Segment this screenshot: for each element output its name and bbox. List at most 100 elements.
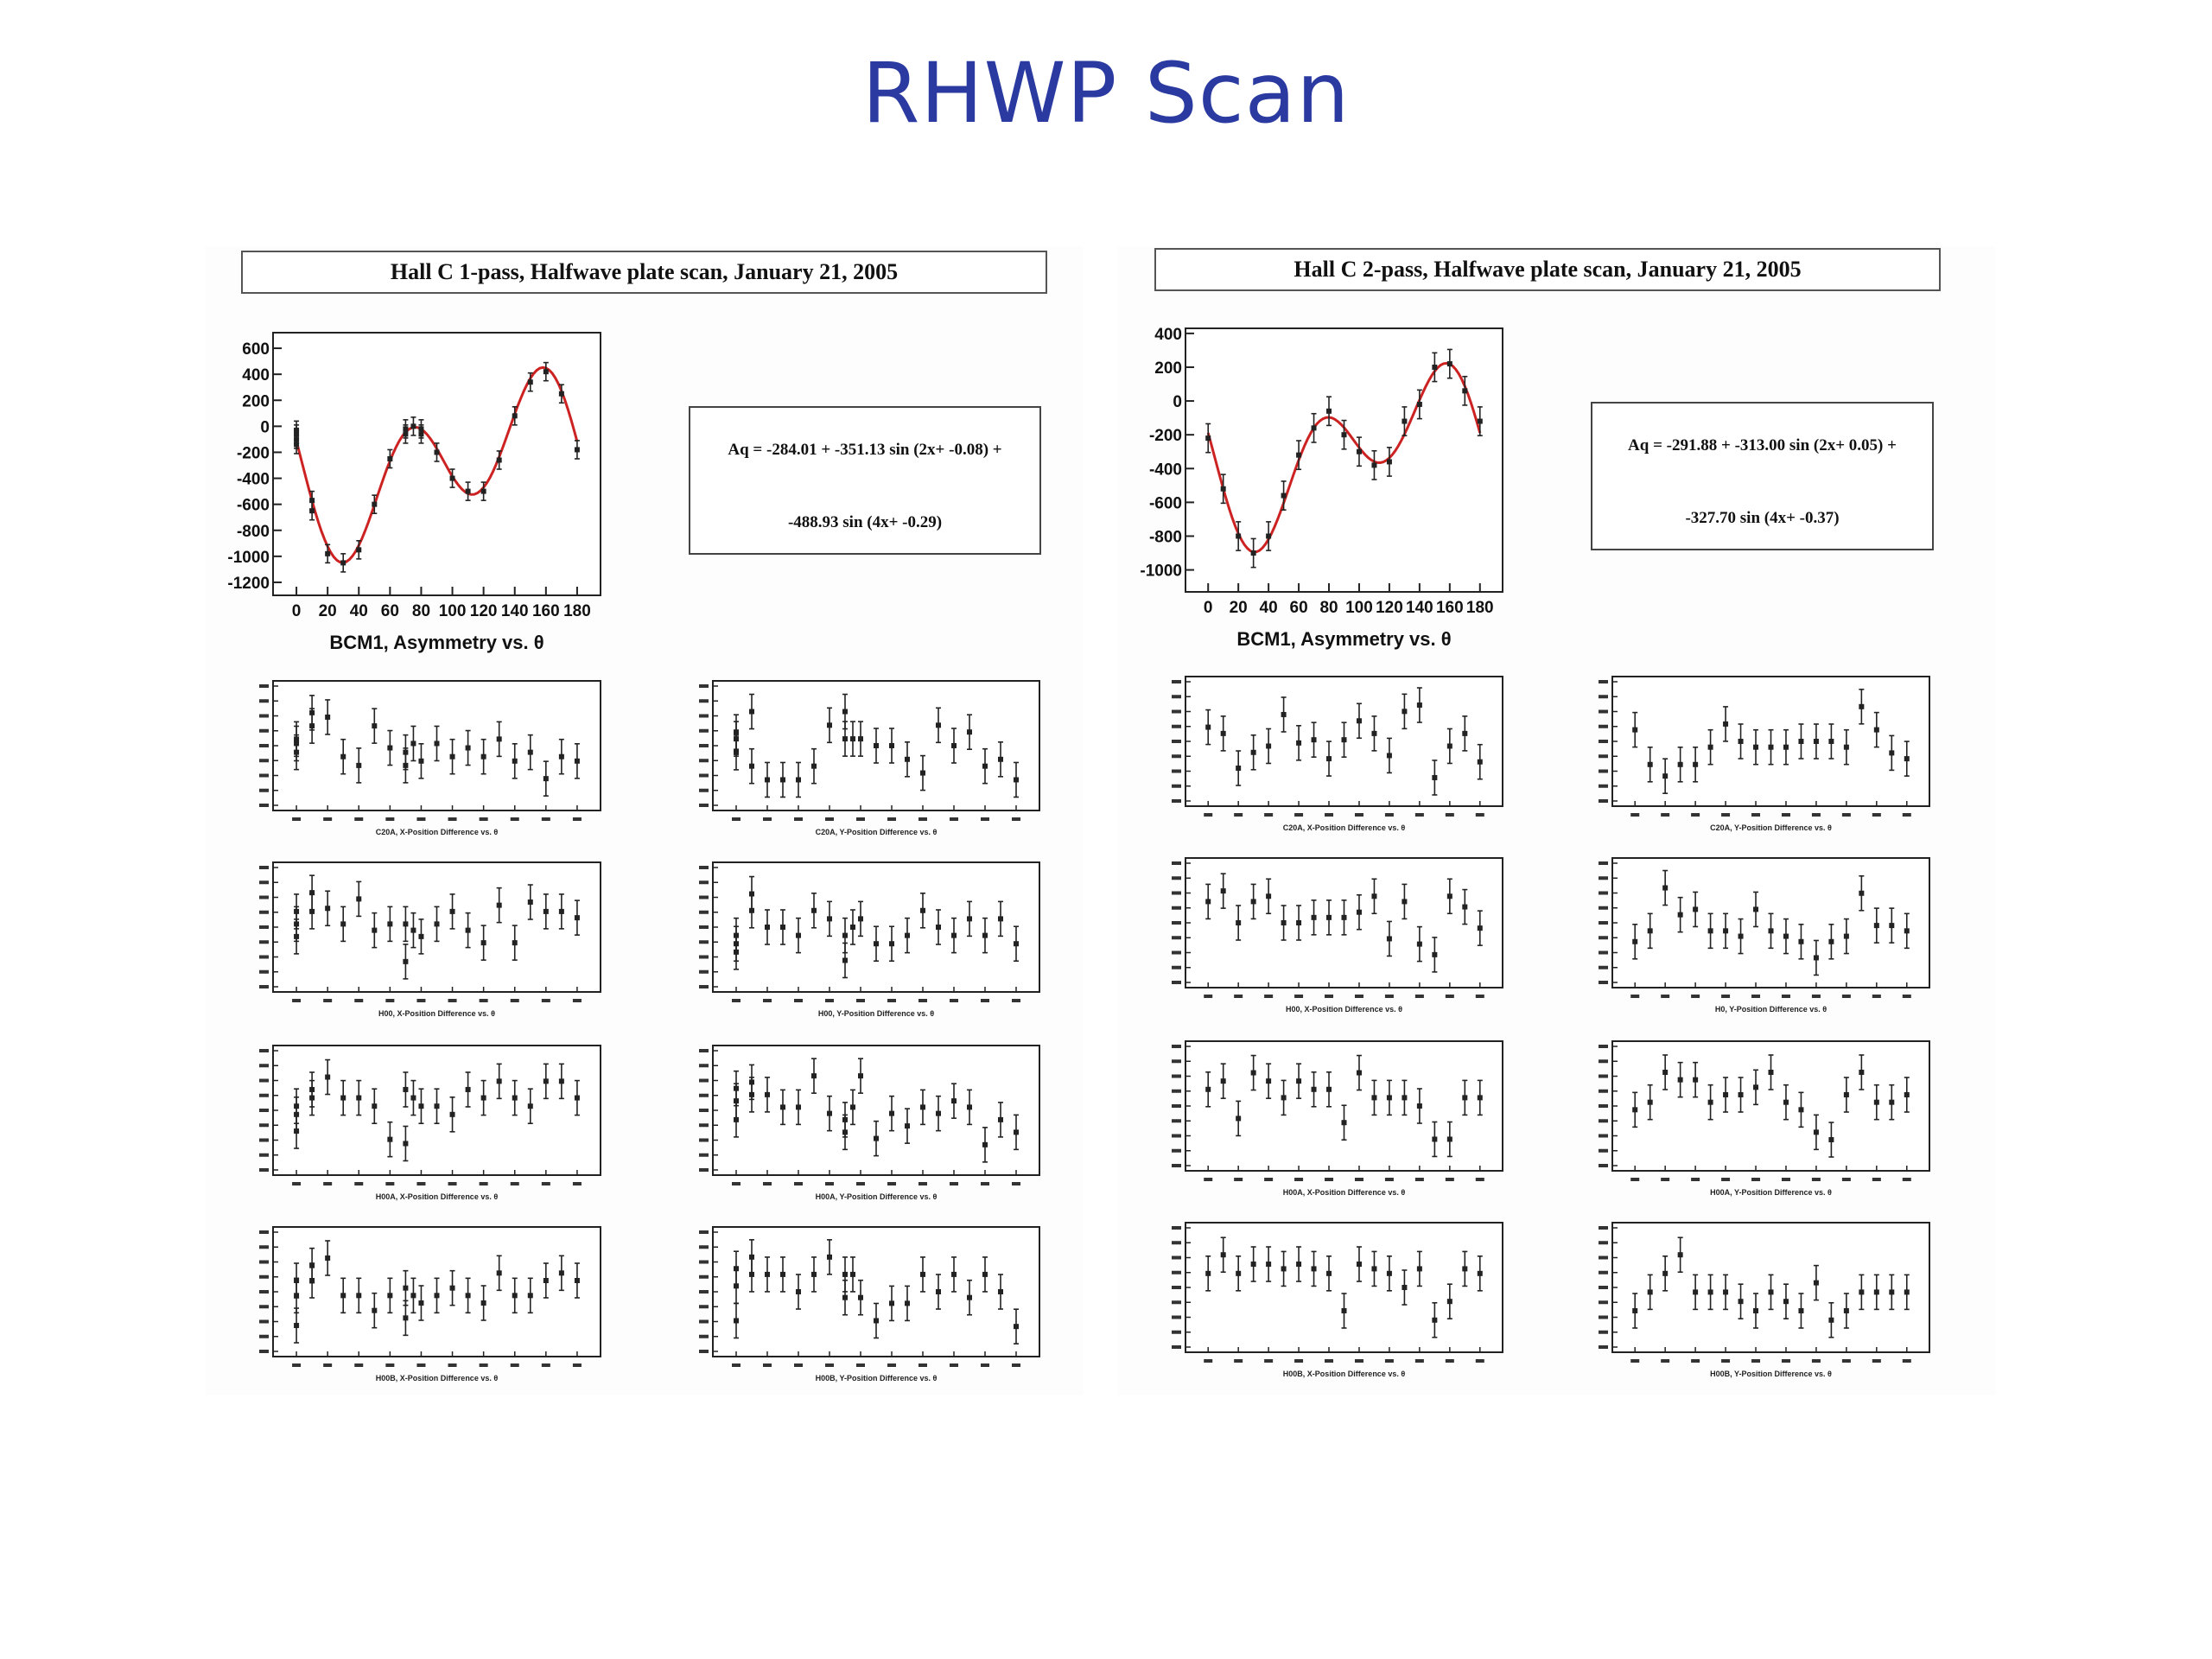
p2-main-xtick-label: 40 <box>1260 599 1278 617</box>
p2-s1-point <box>1250 734 1256 771</box>
p2-s6-point <box>1662 1054 1669 1090</box>
p2-s3-marker <box>1281 920 1287 925</box>
p2-s3-xtick-label <box>1475 995 1484 998</box>
p1-s2-point <box>951 728 957 764</box>
panel-2pass-fit-box: Aq = -291.88 + -313.00 sin (2x+ 0.05) + … <box>1591 402 1934 550</box>
p2-s2-marker <box>1843 744 1849 750</box>
p2-s5-marker <box>1220 1078 1226 1084</box>
p2-s8-marker <box>1662 1270 1669 1276</box>
p1-s2-point <box>936 707 941 744</box>
p2-s2-point <box>1632 711 1638 748</box>
p1-s5-xtick-label <box>292 1182 302 1185</box>
p1-s8-ytick-label <box>699 1334 709 1338</box>
p2-s8-xtick-label <box>1902 1359 1911 1363</box>
p2-s7-frame <box>1185 1222 1503 1353</box>
p2-s6-marker <box>1889 1099 1895 1105</box>
p1-s2-marker <box>889 743 894 748</box>
p1-s7-xtick-label <box>572 1363 582 1367</box>
p1-s8-point <box>982 1256 988 1293</box>
p1-s1-point <box>410 725 416 762</box>
p2-s2-point <box>1738 723 1744 760</box>
p1-s7-point <box>294 1307 300 1344</box>
p2-s3-marker <box>1386 936 1392 942</box>
p1-s2-point <box>874 728 879 764</box>
p1-s1-marker <box>294 736 300 742</box>
p2-s4-xtick-label <box>1902 995 1911 998</box>
p1-s3-chart: H00, X-Position Difference vs. θ <box>259 861 601 1018</box>
p1-s1-xtick-label <box>479 817 488 821</box>
p1-s5-xtick-label <box>510 1182 519 1185</box>
p1-s2-marker <box>858 736 863 742</box>
p1-main-point <box>325 543 331 564</box>
p1-s2-ytick-label <box>699 804 709 807</box>
p1-s6-marker <box>765 1091 770 1097</box>
p1-s4-xtick-label <box>918 999 927 1002</box>
p2-s1-point <box>1371 715 1377 752</box>
p1-s5-marker <box>434 1103 440 1109</box>
p1-s3-marker <box>309 908 315 914</box>
p1-main-point <box>512 405 518 426</box>
p1-s3-point <box>403 906 409 943</box>
p2-s4-ytick-label <box>1599 861 1608 865</box>
p1-s1-point <box>325 699 331 735</box>
p2-s4-marker <box>1632 938 1638 944</box>
p2-s7-marker <box>1416 1266 1422 1272</box>
p2-s2-point <box>1768 728 1774 766</box>
p1-s3-marker <box>309 890 315 896</box>
p1-s4-xtick-label <box>950 999 958 1002</box>
p2-s8-point <box>1632 1293 1638 1329</box>
p1-s2-marker <box>920 770 925 776</box>
p1-s1-marker <box>496 736 502 742</box>
p2-s3-xtick-label <box>1354 995 1363 998</box>
p2-s1-point <box>1236 750 1242 786</box>
p1-main-marker <box>543 369 549 375</box>
p1-s8-point <box>858 1279 863 1316</box>
p2-s6-ytick-label <box>1599 1045 1608 1048</box>
p2-main-point <box>1477 406 1483 436</box>
p1-s2-marker <box>749 763 754 769</box>
p2-s7-ytick-label <box>1172 1330 1181 1334</box>
p1-s3-point <box>294 918 300 955</box>
p2-s4-point <box>1904 912 1910 950</box>
p1-s5-ytick-label <box>259 1123 269 1128</box>
p2-s8-ytick-label <box>1599 1226 1608 1230</box>
p2-s7-marker <box>1311 1266 1317 1272</box>
p2-s8-point <box>1768 1274 1774 1311</box>
p1-s3-point <box>496 887 502 924</box>
p2-s6-xtick-label <box>1661 1178 1670 1181</box>
p1-s8-xtick-label <box>950 1363 958 1367</box>
p1-s2-point <box>827 707 832 744</box>
p1-s6-point <box>874 1120 879 1157</box>
p1-s7-marker <box>340 1293 346 1299</box>
p2-s5-point <box>1236 1100 1242 1137</box>
p1-s8-marker <box>734 1318 739 1324</box>
p1-s5-marker <box>574 1095 580 1101</box>
p1-main-ytick-label: -1000 <box>227 549 270 567</box>
p2-s6-marker <box>1753 1084 1759 1090</box>
p2-main-xtick-label: 120 <box>1376 599 1403 617</box>
p1-s4-chart: H00, Y-Position Difference vs. θ <box>699 861 1040 1018</box>
p2-s7-xtick-label <box>1354 1359 1363 1363</box>
p2-s1-ytick-label <box>1172 799 1181 803</box>
p1-s4-xtick-label <box>825 999 834 1002</box>
p1-s4-ytick-label <box>699 910 709 914</box>
p2-s1-xtick-label <box>1414 813 1424 817</box>
p1-s8-xtick-label <box>732 1363 741 1367</box>
p2-s5-xtick-label <box>1354 1178 1363 1181</box>
p2-s7-marker <box>1386 1270 1392 1276</box>
p2-s5-ytick-label <box>1172 1059 1181 1064</box>
p1-s3-ytick-label <box>259 955 269 959</box>
p2-s7-point <box>1416 1250 1422 1287</box>
p2-main-marker <box>1220 486 1226 492</box>
p1-s4-point <box>1014 925 1019 963</box>
p1-s4-ytick-label <box>699 880 709 885</box>
p2-s6-point <box>1753 1069 1759 1106</box>
p2-s7-point <box>1341 1293 1347 1329</box>
p2-s2-point <box>1843 728 1849 766</box>
p1-s8-marker <box>920 1271 925 1277</box>
p2-main-xtick-label: 180 <box>1466 599 1494 617</box>
p1-s4-marker <box>827 916 832 922</box>
panel-2pass-fit-line2: -327.70 sin (4x+ -0.37) <box>1685 509 1840 527</box>
p2-s2-point <box>1783 728 1789 766</box>
p1-s5-point <box>294 1088 300 1124</box>
